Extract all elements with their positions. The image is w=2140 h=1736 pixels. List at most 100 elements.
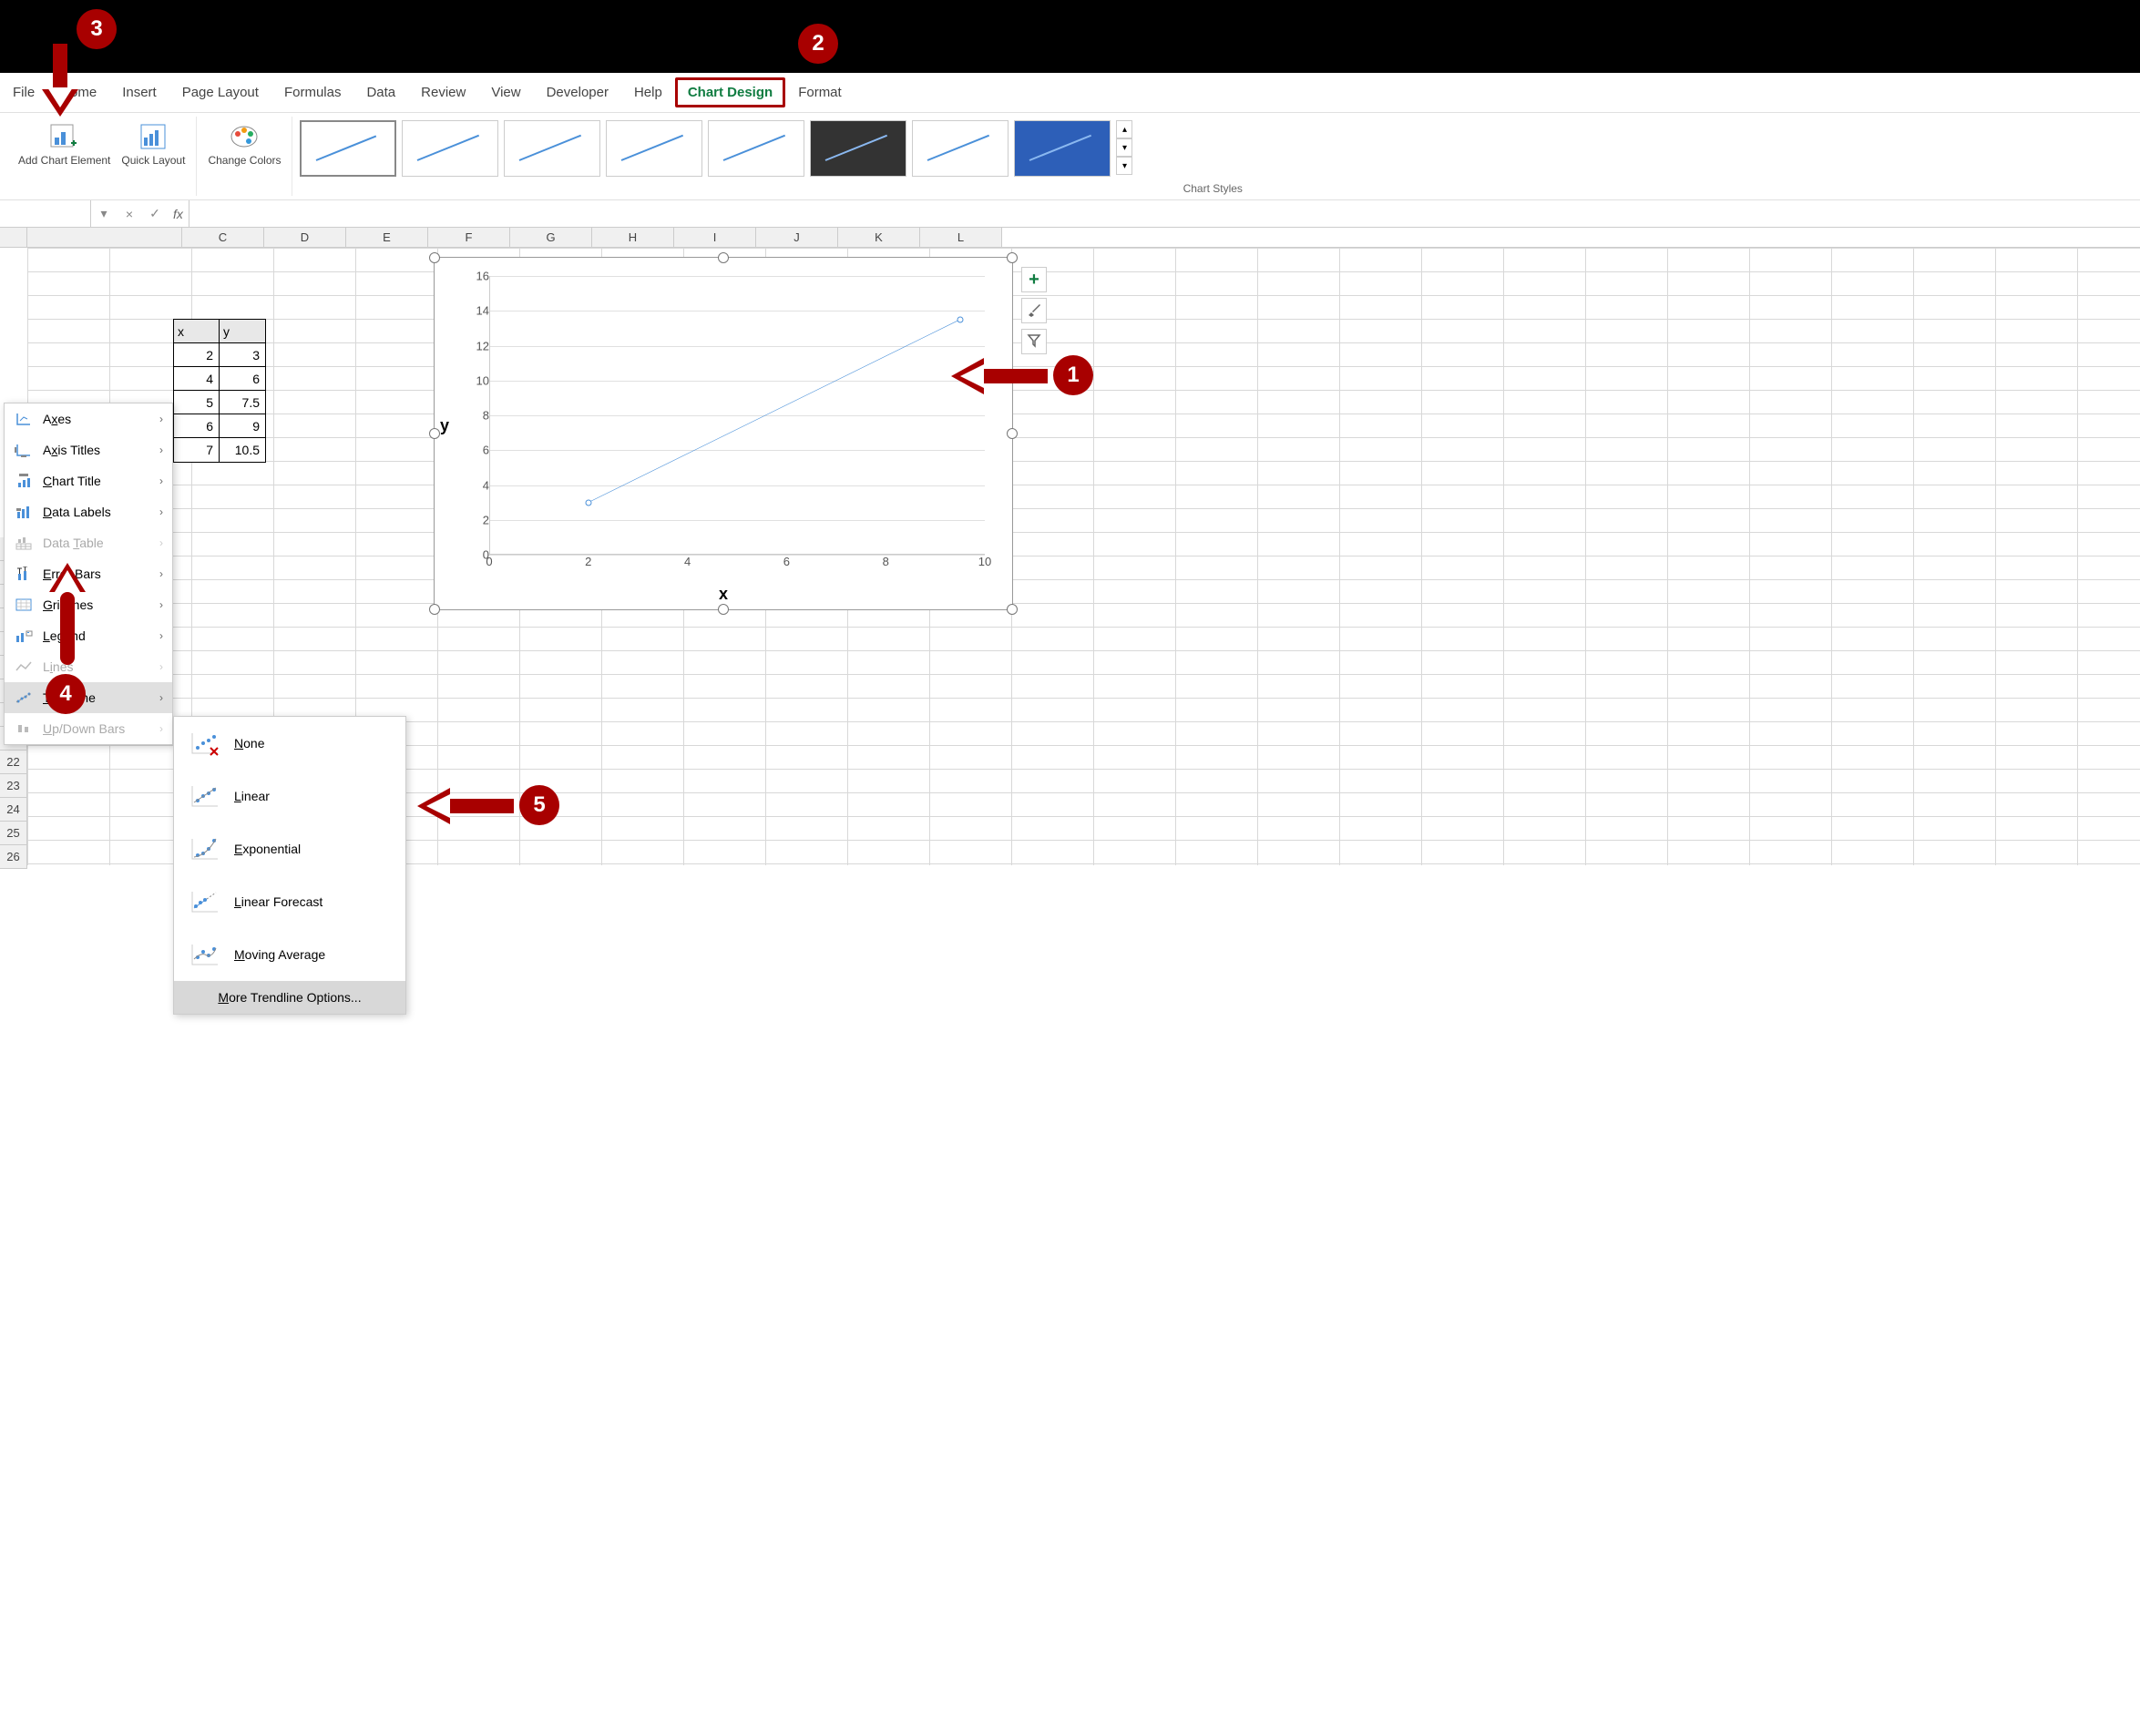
callout-5-label: 5 [519,785,559,825]
trendline-icon [14,689,34,706]
tab-view[interactable]: View [478,77,533,107]
menu-item-axes[interactable]: Axes› [5,403,172,434]
col-header[interactable]: D [264,228,346,247]
chart-handle[interactable] [429,428,440,439]
col-header[interactable]: J [756,228,838,247]
quick-layout-button[interactable]: Quick Layout [116,118,190,168]
col-header[interactable]: F [428,228,510,247]
tab-help[interactable]: Help [621,77,675,107]
style-scroll-button[interactable]: ▾ [1116,157,1132,175]
table-row: 69 [174,414,265,438]
chart-style-thumb[interactable] [504,120,600,177]
more-trendline-options[interactable]: More Trendline Options... [174,981,405,1014]
submenu-item-none[interactable]: None [174,717,405,770]
tab-review[interactable]: Review [408,77,478,107]
menu-item-trendline[interactable]: Trendline› [5,682,172,713]
chart-handle[interactable] [718,604,729,615]
tab-format[interactable]: Format [785,77,855,107]
row-header[interactable]: 23 [0,774,27,798]
chart-filter-button[interactable] [1021,329,1047,354]
chevron-right-icon: › [159,660,163,673]
row-header[interactable]: 25 [0,822,27,845]
chart-handle[interactable] [429,604,440,615]
col-header[interactable]: H [592,228,674,247]
tab-insert[interactable]: Insert [109,77,169,107]
table-cell[interactable]: 9 [220,414,265,438]
tab-page-layout[interactable]: Page Layout [169,77,271,107]
submenu-item-moving-average[interactable]: Moving Average [174,928,405,981]
chart-handle[interactable] [1007,252,1018,263]
change-colors-button[interactable]: Change Colors [202,118,286,168]
x-tick-label: 8 [883,555,889,568]
linear-trend-icon [189,782,221,810]
col-header[interactable]: L [920,228,1002,247]
row-header[interactable]: 26 [0,845,27,869]
col-header[interactable]: E [346,228,428,247]
chart-handle[interactable] [718,252,729,263]
col-header[interactable]: K [838,228,920,247]
x-tick-label: 2 [585,555,591,568]
col-header[interactable]: G [510,228,592,247]
chart-data-marker[interactable] [957,316,963,322]
table-cell[interactable]: 10.5 [220,438,265,462]
menu-item-data-labels[interactable]: Data Labels› [5,496,172,527]
formula-input[interactable] [189,200,2140,227]
table-cell[interactable]: 4 [174,367,220,391]
col-header-hidden[interactable] [27,228,182,247]
menu-item-up-down-bars: Up/Down Bars› [5,713,172,744]
chart-style-thumb[interactable] [606,120,702,177]
callout-2: 2 [798,24,838,64]
menu-item-label: Axes [43,412,150,426]
chart-elements-button[interactable]: + [1021,267,1047,292]
submenu-item-linear-forecast[interactable]: Linear Forecast [174,875,405,928]
table-cell[interactable]: 6 [174,414,220,438]
name-box[interactable] [0,200,91,227]
chart-style-thumb[interactable] [810,120,906,177]
submenu-item-exponential[interactable]: Exponential [174,822,405,875]
chart-style-thumb[interactable] [1014,120,1111,177]
style-scroll-button[interactable]: ▴ [1116,120,1132,138]
menu-item-axis-titles[interactable]: Axis Titles› [5,434,172,465]
chart-handle[interactable] [1007,604,1018,615]
table-cell[interactable]: 5 [174,391,220,414]
chart-style-thumb[interactable] [402,120,498,177]
submenu-item-linear[interactable]: Linear [174,770,405,822]
style-scroll-button[interactable]: ▾ [1116,138,1132,157]
chevron-right-icon: › [159,475,163,487]
callout-1-label: 1 [1053,355,1093,395]
table-cell[interactable]: 7.5 [220,391,265,414]
embedded-chart[interactable]: y x 0246810121416 0246810 + [434,257,1013,610]
chart-style-thumb[interactable] [912,120,1009,177]
chart-data-marker[interactable] [585,499,591,505]
select-all-corner[interactable] [0,228,27,247]
tab-formulas[interactable]: Formulas [271,77,354,107]
menu-item-label: Chart Title [43,474,150,488]
menu-item-chart-title[interactable]: Chart Title › [5,465,172,496]
chart-handle[interactable] [429,252,440,263]
chart-series-line[interactable] [489,276,985,555]
table-cell[interactable]: 7 [174,438,220,462]
tab-developer[interactable]: Developer [534,77,621,107]
cancel-icon[interactable]: × [117,200,142,227]
chevron-right-icon: › [159,444,163,456]
table-cell[interactable]: 3 [220,343,265,367]
add-chart-element-button[interactable]: Add Chart Element [13,118,116,168]
chart-style-thumb[interactable] [300,120,396,177]
table-cell[interactable]: 6 [220,367,265,391]
col-header[interactable]: I [674,228,756,247]
chart-handle[interactable] [1007,428,1018,439]
callout-3-arrow [33,44,87,126]
row-header[interactable]: 24 [0,798,27,822]
chart-styles-button[interactable] [1021,298,1047,323]
tab-chart-design[interactable]: Chart Design [675,77,785,107]
name-box-dropdown-icon[interactable]: ▾ [91,200,117,227]
menu-item-label: Up/Down Bars [43,721,150,736]
chart-plot-area[interactable] [489,276,985,555]
col-header[interactable]: C [182,228,264,247]
tab-data[interactable]: Data [353,77,408,107]
table-cell[interactable]: 2 [174,343,220,367]
confirm-icon[interactable]: ✓ [142,200,168,227]
callout-3-label: 3 [77,9,117,49]
row-header[interactable]: 22 [0,751,27,774]
chart-style-thumb[interactable] [708,120,804,177]
